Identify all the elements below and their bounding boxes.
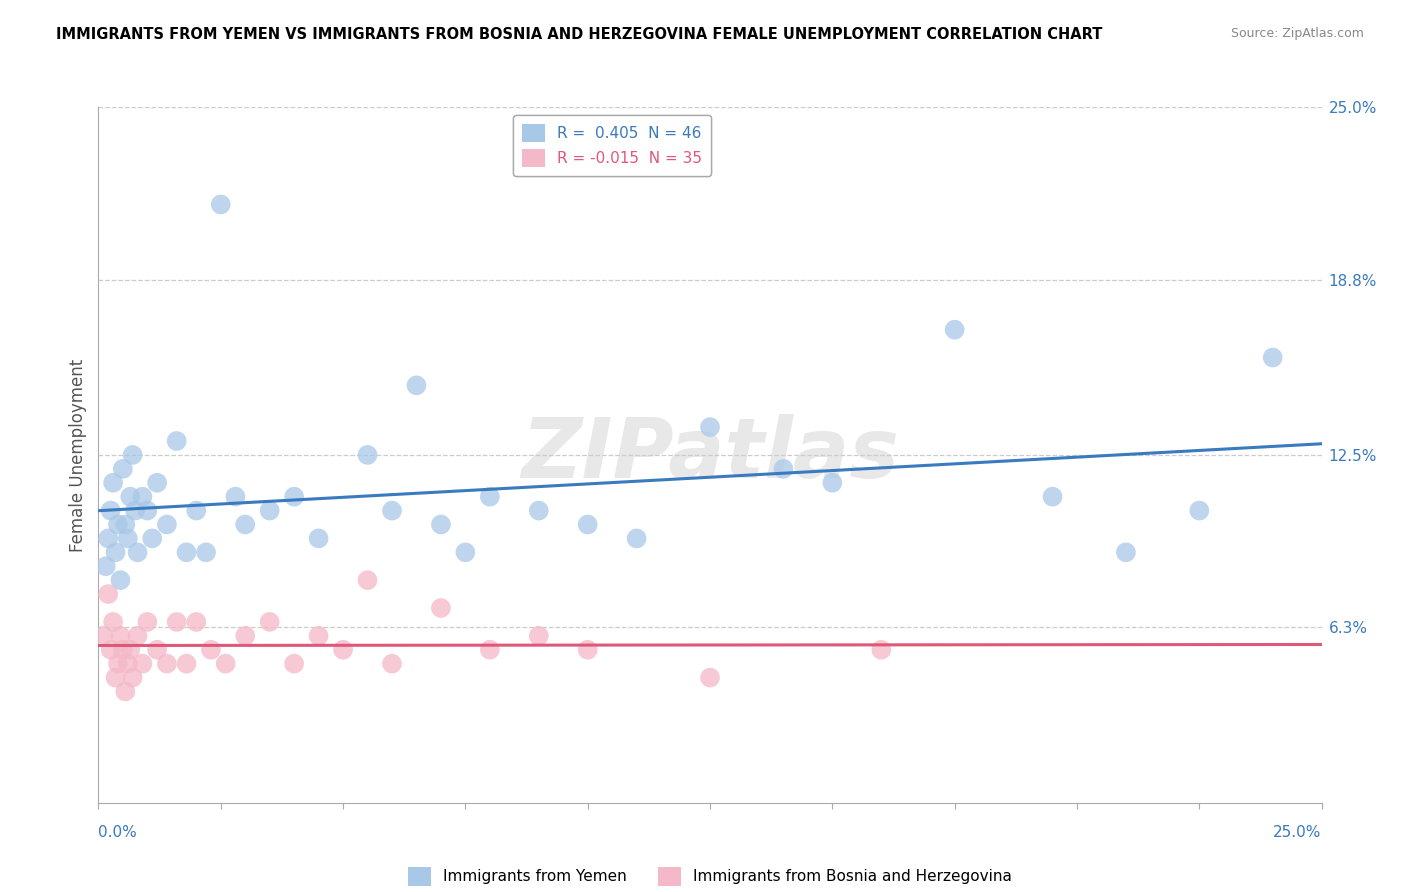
Point: [127, 629, 149, 643]
Point: [117, 657, 139, 671]
Point: [283, 657, 305, 671]
Point: [308, 532, 330, 546]
Point: [308, 629, 330, 643]
Point: [97, 532, 120, 546]
Point: [381, 657, 404, 671]
Point: [870, 642, 893, 657]
Point: [699, 671, 721, 685]
Point: [209, 197, 232, 211]
Text: ZIPatlas: ZIPatlas: [522, 415, 898, 495]
Point: [626, 532, 648, 546]
Point: [772, 462, 794, 476]
Point: [104, 545, 127, 559]
Point: [283, 490, 305, 504]
Point: [478, 490, 501, 504]
Text: IMMIGRANTS FROM YEMEN VS IMMIGRANTS FROM BOSNIA AND HERZEGOVINA FEMALE UNEMPLOYM: IMMIGRANTS FROM YEMEN VS IMMIGRANTS FROM…: [56, 27, 1102, 42]
Point: [131, 490, 153, 504]
Point: [527, 503, 550, 517]
Point: [176, 545, 198, 559]
Point: [107, 517, 129, 532]
Point: [332, 642, 354, 657]
Point: [114, 684, 136, 698]
Point: [107, 657, 129, 671]
Point: [120, 490, 142, 504]
Point: [1261, 351, 1284, 365]
Point: [1188, 503, 1211, 517]
Point: [454, 545, 477, 559]
Point: [136, 615, 159, 629]
Point: [111, 462, 134, 476]
Point: [224, 490, 246, 504]
Point: [186, 503, 208, 517]
Point: [97, 587, 120, 601]
Point: [259, 615, 281, 629]
Point: [699, 420, 721, 434]
Point: [114, 517, 136, 532]
Text: 0.0%: 0.0%: [98, 825, 138, 840]
Point: [141, 532, 163, 546]
Point: [100, 642, 122, 657]
Point: [110, 573, 132, 587]
Point: [120, 642, 142, 657]
Point: [124, 503, 146, 517]
Point: [405, 378, 427, 392]
Point: [136, 503, 159, 517]
Text: 25.0%: 25.0%: [1274, 825, 1322, 840]
Point: [104, 671, 127, 685]
Point: [94, 559, 117, 574]
Point: [1042, 490, 1064, 504]
Text: Source: ZipAtlas.com: Source: ZipAtlas.com: [1230, 27, 1364, 40]
Point: [100, 503, 122, 517]
Point: [233, 517, 256, 532]
Point: [166, 615, 188, 629]
Point: [156, 657, 179, 671]
Point: [233, 629, 256, 643]
Point: [200, 642, 222, 657]
Point: [576, 642, 599, 657]
Point: [195, 545, 218, 559]
Point: [478, 642, 501, 657]
Point: [110, 629, 132, 643]
Point: [943, 323, 966, 337]
Point: [117, 532, 139, 546]
Legend: R =  0.405  N = 46, R = -0.015  N = 35: R = 0.405 N = 46, R = -0.015 N = 35: [513, 115, 711, 177]
Point: [356, 573, 378, 587]
Point: [186, 615, 208, 629]
Point: [381, 503, 404, 517]
Point: [576, 517, 599, 532]
Point: [821, 475, 844, 490]
Point: [259, 503, 281, 517]
Point: [156, 517, 179, 532]
Point: [1115, 545, 1137, 559]
Point: [131, 657, 153, 671]
Point: [356, 448, 378, 462]
Point: [146, 642, 169, 657]
Point: [101, 475, 124, 490]
Point: [430, 601, 453, 615]
Point: [166, 434, 188, 448]
Point: [91, 629, 114, 643]
Point: [121, 671, 143, 685]
Point: [127, 545, 149, 559]
Point: [146, 475, 169, 490]
Point: [527, 629, 550, 643]
Y-axis label: Female Unemployment: Female Unemployment: [69, 359, 87, 551]
Point: [101, 615, 124, 629]
Point: [430, 517, 453, 532]
Point: [111, 642, 134, 657]
Point: [121, 448, 143, 462]
Point: [214, 657, 236, 671]
Point: [176, 657, 198, 671]
